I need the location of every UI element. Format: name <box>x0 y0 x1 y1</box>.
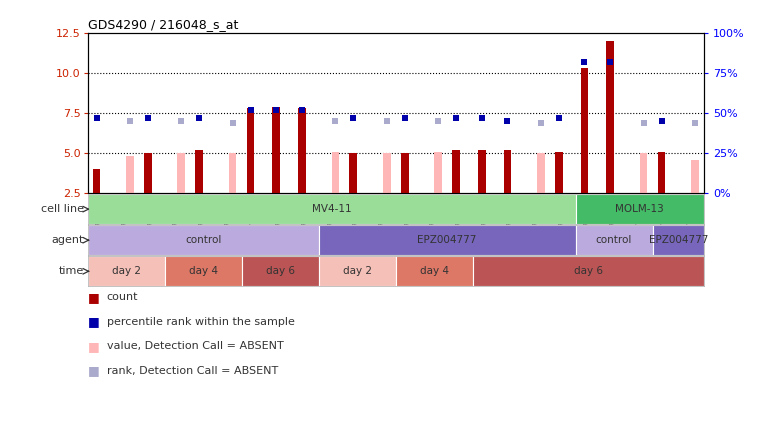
Text: day 4: day 4 <box>189 266 218 276</box>
Bar <box>164 256 242 286</box>
Bar <box>478 150 486 193</box>
Text: EPZ004777: EPZ004777 <box>648 235 708 245</box>
Bar <box>653 225 704 255</box>
Text: MOLM-13: MOLM-13 <box>616 204 664 214</box>
Bar <box>575 225 653 255</box>
Bar <box>177 153 185 193</box>
Bar <box>319 225 575 255</box>
Bar <box>88 225 319 255</box>
Text: control: control <box>596 235 632 245</box>
Bar <box>396 256 473 286</box>
Bar <box>607 41 614 193</box>
Bar <box>473 256 704 286</box>
Bar <box>537 153 545 193</box>
Text: agent: agent <box>51 235 84 245</box>
Text: GDS4290 / 216048_s_at: GDS4290 / 216048_s_at <box>88 18 238 31</box>
Text: day 6: day 6 <box>574 266 603 276</box>
Bar <box>298 108 306 193</box>
Bar <box>349 153 357 193</box>
Bar <box>401 153 409 193</box>
Bar <box>196 150 203 193</box>
Text: day 2: day 2 <box>342 266 371 276</box>
Bar <box>658 151 665 193</box>
Bar <box>691 159 699 193</box>
Text: count: count <box>107 293 138 302</box>
Bar <box>581 68 588 193</box>
Bar <box>504 150 511 193</box>
Bar <box>126 156 134 193</box>
Bar <box>93 169 100 193</box>
Bar <box>555 151 562 193</box>
Text: ■: ■ <box>88 315 99 329</box>
Bar <box>575 194 704 224</box>
Text: control: control <box>185 235 221 245</box>
Bar <box>319 256 396 286</box>
Text: ■: ■ <box>88 364 99 377</box>
Bar <box>144 153 151 193</box>
Text: percentile rank within the sample: percentile rank within the sample <box>107 317 295 327</box>
Bar <box>88 194 575 224</box>
Text: ■: ■ <box>88 340 99 353</box>
Bar <box>332 151 339 193</box>
Text: time: time <box>59 266 84 276</box>
Bar <box>452 150 460 193</box>
Text: ■: ■ <box>88 291 99 304</box>
Bar <box>640 153 648 193</box>
Text: value, Detection Call = ABSENT: value, Detection Call = ABSENT <box>107 341 283 351</box>
Text: rank, Detection Call = ABSENT: rank, Detection Call = ABSENT <box>107 366 278 376</box>
Text: day 6: day 6 <box>266 266 295 276</box>
Text: cell line: cell line <box>40 204 84 214</box>
Bar <box>272 107 280 193</box>
Bar <box>383 153 390 193</box>
Bar <box>435 151 442 193</box>
Bar <box>247 108 254 193</box>
Text: day 2: day 2 <box>112 266 141 276</box>
Bar <box>242 256 319 286</box>
Bar <box>229 153 237 193</box>
Text: MV4-11: MV4-11 <box>312 204 352 214</box>
Bar <box>88 256 164 286</box>
Text: day 4: day 4 <box>420 266 449 276</box>
Text: EPZ004777: EPZ004777 <box>417 235 477 245</box>
